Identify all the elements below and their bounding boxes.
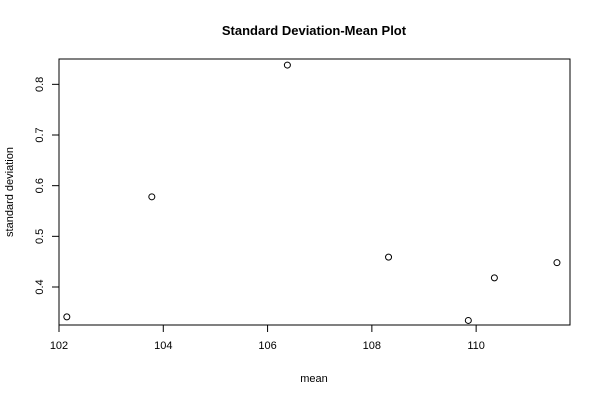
- chart-title: Standard Deviation-Mean Plot: [222, 23, 407, 38]
- y-tick-label: 0.6: [34, 178, 46, 193]
- data-point: [63, 313, 71, 321]
- x-tick-label: 110: [467, 340, 485, 352]
- x-tick-label: 102: [50, 340, 68, 352]
- data-point: [553, 259, 561, 267]
- y-axis-label: standard deviation: [4, 147, 16, 237]
- data-point: [283, 61, 291, 69]
- x-tick-label: 104: [154, 340, 172, 352]
- x-axis: 102 104 106 108 110: [50, 324, 485, 352]
- y-tick-label: 0.8: [34, 77, 46, 92]
- data-points: [63, 61, 561, 324]
- y-axis: 0.4 0.5 0.6 0.7 0.8: [34, 77, 60, 295]
- y-tick-label: 0.4: [34, 279, 46, 294]
- y-tick-label: 0.7: [34, 127, 46, 142]
- data-point: [464, 316, 472, 324]
- x-tick-label: 106: [258, 340, 276, 352]
- y-tick-label: 0.5: [34, 229, 46, 244]
- data-point: [490, 274, 498, 282]
- data-point: [148, 193, 156, 201]
- x-axis-label: mean: [300, 373, 328, 385]
- x-tick-label: 108: [363, 340, 381, 352]
- data-point: [385, 253, 393, 261]
